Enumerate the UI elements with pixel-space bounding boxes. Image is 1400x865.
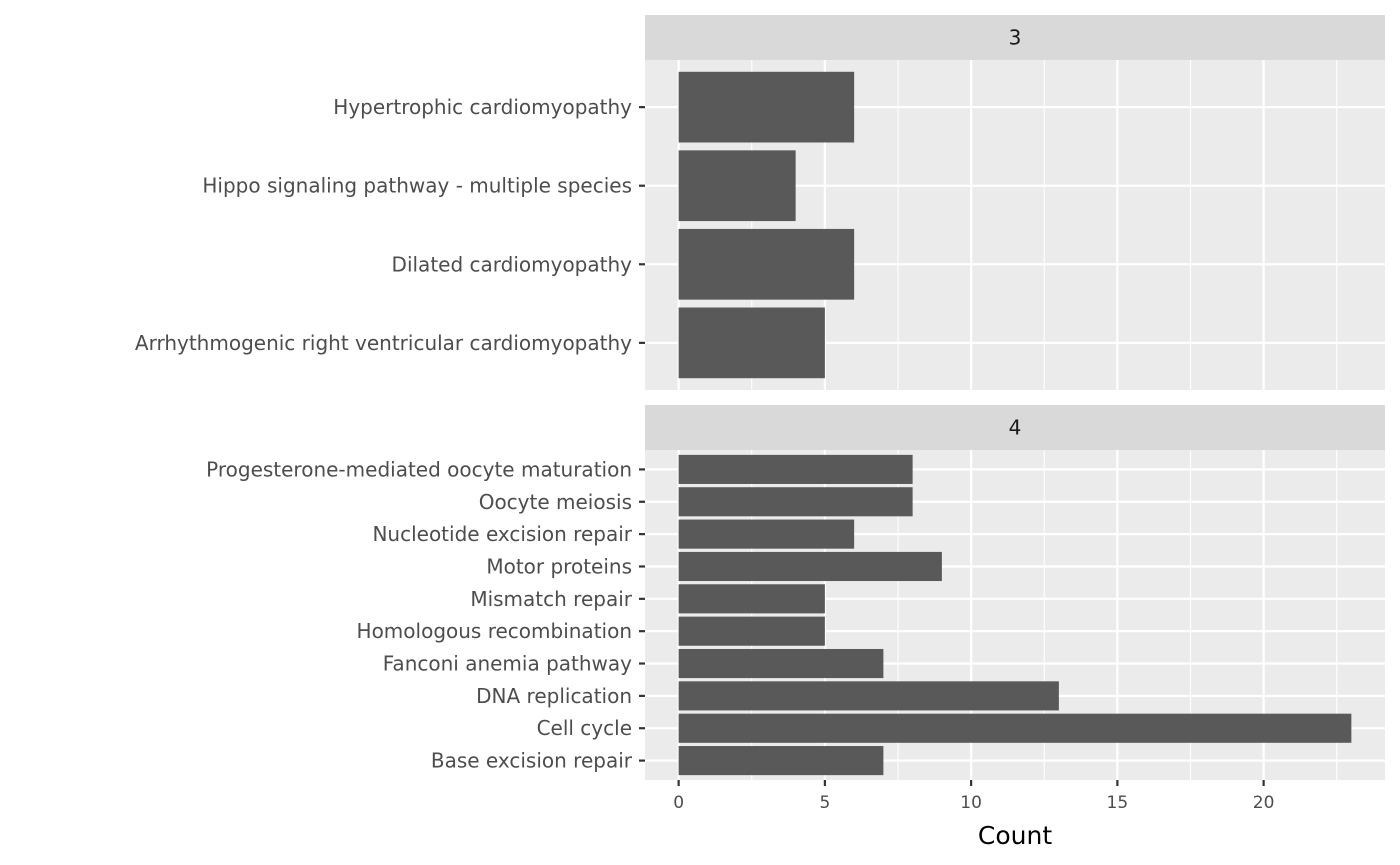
facet-panel-3: 3 Hypertrophic cardiomyopathy Hippo signal… (135, 15, 1385, 390)
bar (678, 551, 942, 582)
y-axis-label: Motor proteins (486, 554, 632, 578)
bar (678, 487, 913, 517)
y-axis-label: Arrhythmogenic right ventricular cardiom… (135, 331, 632, 355)
y-axis-label: Hippo signaling pathway - multiple speci… (202, 174, 632, 198)
x-axis-tick-label: 5 (819, 793, 830, 813)
y-axis-label: Oocyte meiosis (479, 490, 632, 514)
y-axis-label: Homologous recombination (357, 619, 632, 643)
x-axis: 0 5 10 15 20 (673, 780, 1274, 813)
bar (678, 746, 884, 776)
x-axis-tick-label: 10 (960, 793, 982, 813)
y-axis-label: Mismatch repair (470, 587, 632, 611)
y-axis-label: Cell cycle (537, 716, 632, 740)
x-axis-tick-label: 0 (673, 793, 684, 813)
facet-panel-4: 4 Progesterone-mediated oocyte maturation… (206, 405, 1385, 780)
facet-strip (645, 15, 1385, 60)
x-axis-tick-label: 20 (1253, 793, 1275, 813)
facets-group: 3 Hypertrophic cardiomyopathy Hippo signal… (135, 15, 1385, 780)
bar (678, 713, 1352, 743)
x-axis-tick-label: 15 (1107, 793, 1129, 813)
y-axis-label: DNA replication (476, 684, 632, 708)
y-axis-label: Base excision repair (431, 749, 633, 773)
bar (678, 150, 796, 222)
bar (678, 454, 913, 484)
x-axis-title: Count (978, 821, 1052, 850)
bar (678, 616, 825, 646)
bar (678, 648, 884, 679)
y-axis-label: Fanconi anemia pathway (383, 652, 632, 676)
facet-strip-label: 3 (1009, 26, 1022, 50)
y-axis-label: Nucleotide excision repair (372, 522, 632, 546)
y-axis-label: Dilated cardiomyopathy (392, 252, 633, 276)
bar (678, 584, 825, 614)
bar (678, 681, 1059, 711)
bar (678, 228, 855, 300)
y-axis-label: Hypertrophic cardiomyopathy (333, 95, 632, 119)
y-axis-label: Progesterone-mediated oocyte maturation (206, 457, 632, 481)
facet-strip (645, 405, 1385, 450)
bar (678, 71, 855, 143)
bar (678, 307, 825, 379)
facet-strip-label: 4 (1009, 416, 1022, 440)
bar (678, 519, 855, 549)
